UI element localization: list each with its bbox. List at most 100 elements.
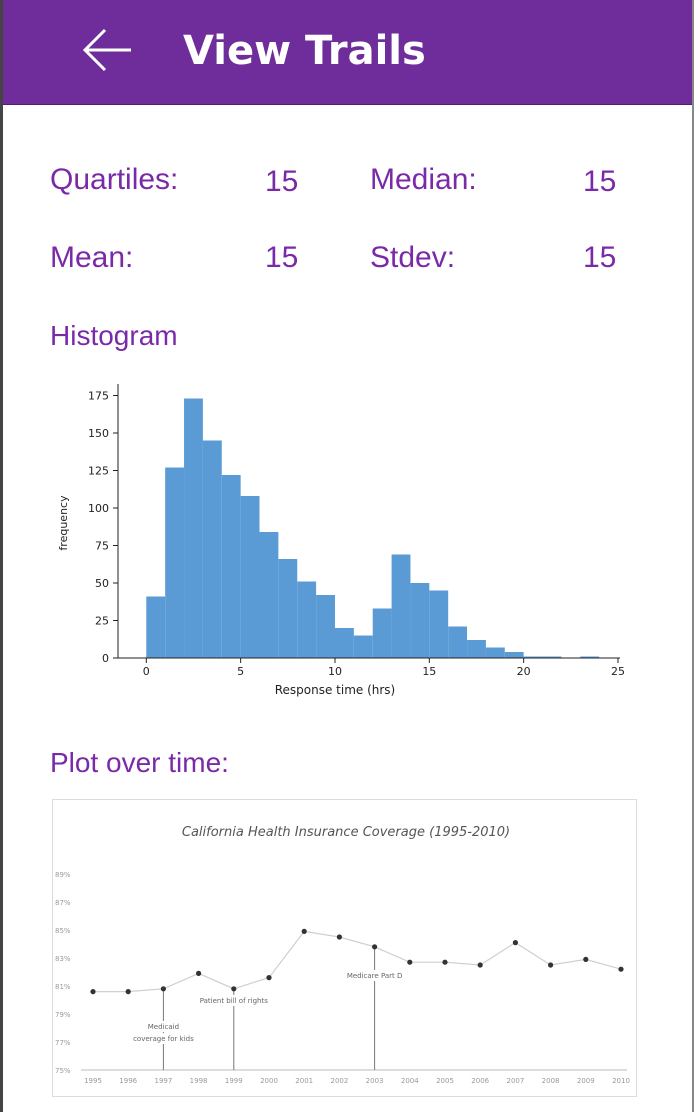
x-tick-label: 1997	[154, 1077, 172, 1085]
line-chart-card: California Health Insurance Coverage (19…	[52, 799, 637, 1097]
annotation-label-bg	[340, 970, 409, 981]
x-tick-label: 2009	[577, 1077, 595, 1085]
histogram-bar	[240, 496, 260, 658]
data-point	[301, 928, 307, 934]
histogram-bar	[221, 475, 241, 658]
histogram-bar	[297, 581, 317, 658]
x-tick-label: 2005	[436, 1077, 454, 1085]
data-point	[160, 986, 166, 992]
data-point	[442, 959, 448, 965]
y-tick-label: 75%	[55, 1067, 71, 1075]
histogram-bar	[146, 596, 166, 658]
histogram-bar	[334, 628, 354, 658]
x-tick-label: 2007	[506, 1077, 524, 1085]
histogram-bar	[165, 467, 185, 658]
y-tick-label: 175	[88, 390, 109, 403]
x-tick-label: 2006	[471, 1077, 489, 1085]
x-tick-label: 1996	[119, 1077, 137, 1085]
x-tick-label: 2010	[612, 1077, 630, 1085]
y-tick-label: 87%	[55, 899, 71, 907]
data-point	[231, 986, 237, 992]
plot-over-time-title: Plot over time:	[50, 747, 229, 778]
app-header: View Trails	[3, 0, 692, 105]
histogram-chart: 0 25 50 75 100 125 150 175 0 5 10 15 20 25 Response ti…	[57, 384, 625, 697]
histogram-bar	[410, 583, 430, 658]
window-frame-left	[0, 0, 3, 1112]
stdev-value: 15	[583, 241, 617, 274]
y-tick-label: 100	[88, 502, 109, 515]
histogram-bar	[316, 595, 335, 658]
data-point	[548, 962, 554, 968]
data-point	[512, 940, 518, 946]
histogram-bar	[485, 647, 505, 658]
histogram-bar	[184, 398, 203, 658]
data-point	[372, 944, 378, 950]
y-tick-label: 125	[88, 465, 109, 478]
data-point	[266, 975, 272, 981]
histogram-bar	[259, 532, 279, 658]
histogram-bar	[542, 656, 562, 658]
back-button[interactable]	[79, 26, 137, 74]
x-tick-label: 1998	[190, 1077, 208, 1085]
arrow-left-icon	[82, 28, 131, 72]
histogram-bar	[278, 559, 298, 658]
x-tick-label: 2000	[260, 1077, 278, 1085]
annotation-label: Medicare Part D	[347, 972, 403, 980]
histogram-bar	[580, 656, 600, 658]
y-tick-label: 50	[95, 577, 109, 590]
x-tick-label: 20	[517, 665, 531, 678]
annotation-label: Patient bill of rights	[200, 997, 269, 1005]
histogram-bar	[467, 640, 486, 658]
y-tick-label: 83%	[55, 955, 71, 963]
x-tick-label: 2002	[330, 1077, 348, 1085]
y-tick-label: 85%	[55, 927, 71, 935]
x-tick-label: 15	[422, 665, 436, 678]
histogram-bar	[523, 656, 543, 658]
histogram-bar	[391, 554, 411, 658]
annotation-label: Medicaid	[148, 1023, 179, 1031]
x-tick-label: 2004	[401, 1077, 419, 1085]
window-frame-right	[692, 0, 694, 1112]
histogram-title: Histogram	[50, 320, 178, 351]
annotation-label-bg	[144, 1021, 183, 1032]
x-axis-label: Response time (hrs)	[275, 683, 396, 697]
y-tick-label: 0	[102, 652, 109, 665]
data-point	[583, 956, 589, 962]
x-tick-label: 2001	[295, 1077, 313, 1085]
data-point	[125, 989, 131, 995]
quartiles-label: Quartiles:	[50, 163, 179, 196]
stdev-label: Stdev:	[370, 241, 456, 274]
x-tick-label: 10	[328, 665, 342, 678]
y-tick-label: 89%	[55, 871, 71, 879]
x-tick-label: 5	[237, 665, 244, 678]
chart-title: California Health Insurance Coverage (19…	[182, 825, 510, 840]
line-chart: California Health Insurance Coverage (19…	[55, 825, 630, 1085]
y-tick-label: 25	[95, 615, 109, 628]
x-tick-label: 0	[143, 665, 150, 678]
series-line	[93, 930, 622, 993]
mean-value: 15	[265, 241, 299, 274]
x-tick-label: 25	[611, 665, 625, 678]
histogram-bar	[353, 635, 373, 658]
data-point	[407, 959, 413, 965]
data-point	[336, 934, 342, 940]
annotation-label-bg	[184, 995, 284, 1006]
histogram-bar	[504, 652, 524, 658]
data-point	[618, 966, 624, 972]
histogram-bar	[448, 626, 468, 658]
mean-label: Mean:	[50, 241, 134, 274]
page-title: View Trails	[183, 28, 426, 74]
x-tick-label: 1999	[225, 1077, 243, 1085]
quartiles-value: 15	[265, 165, 299, 198]
y-tick-label: 75	[95, 540, 109, 553]
histogram-bar	[429, 590, 449, 658]
median-label: Median:	[370, 163, 477, 196]
data-point	[90, 989, 96, 995]
data-point	[477, 962, 483, 968]
x-tick-label: 2003	[366, 1077, 384, 1085]
y-tick-label: 150	[88, 427, 109, 440]
annotation-label: coverage for kids	[133, 1035, 194, 1043]
y-tick-label: 79%	[55, 1011, 71, 1019]
x-tick-label: 2008	[542, 1077, 560, 1085]
annotation-label-bg	[124, 1033, 202, 1044]
